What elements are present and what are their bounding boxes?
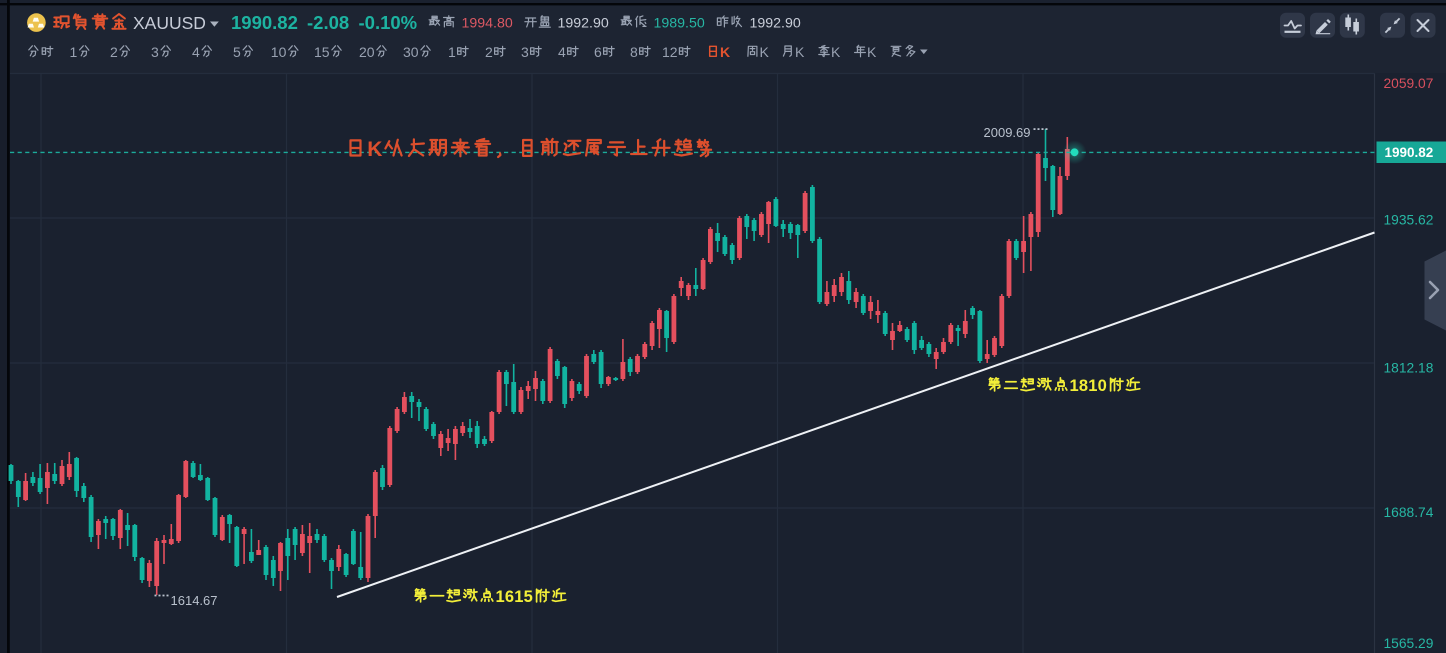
svg-text:1: 1 bbox=[448, 44, 456, 60]
svg-text:8: 8 bbox=[630, 44, 638, 60]
svg-text:1614.67: 1614.67 bbox=[171, 593, 218, 608]
svg-text:1994.80: 1994.80 bbox=[462, 15, 513, 31]
svg-text:1989.50: 1989.50 bbox=[654, 15, 705, 31]
svg-text:K: K bbox=[867, 44, 877, 60]
svg-text:1: 1 bbox=[70, 44, 78, 60]
svg-text:4: 4 bbox=[192, 44, 200, 60]
svg-text:1992.90: 1992.90 bbox=[750, 15, 801, 31]
svg-text:K: K bbox=[367, 138, 383, 161]
svg-text:2009.69: 2009.69 bbox=[984, 125, 1031, 140]
svg-text:XAUUSD: XAUUSD bbox=[133, 13, 206, 33]
svg-text:2: 2 bbox=[485, 44, 493, 60]
svg-text:15: 15 bbox=[314, 44, 330, 60]
svg-text:6: 6 bbox=[594, 44, 602, 60]
svg-text:12: 12 bbox=[662, 44, 678, 60]
svg-text:1992.90: 1992.90 bbox=[558, 15, 609, 31]
svg-text:K: K bbox=[795, 44, 805, 60]
svg-text:10: 10 bbox=[271, 44, 287, 60]
svg-text:2: 2 bbox=[110, 44, 118, 60]
svg-text:1810: 1810 bbox=[1070, 377, 1108, 395]
svg-text:3: 3 bbox=[521, 44, 529, 60]
svg-text:1565.29: 1565.29 bbox=[1384, 636, 1434, 651]
svg-text:-0.10%: -0.10% bbox=[359, 12, 418, 33]
svg-text:1812.18: 1812.18 bbox=[1384, 361, 1434, 376]
svg-text:5: 5 bbox=[233, 44, 241, 60]
svg-text:1990.82: 1990.82 bbox=[1385, 145, 1434, 160]
svg-text:1688.74: 1688.74 bbox=[1384, 505, 1434, 520]
svg-text:K: K bbox=[720, 44, 730, 60]
svg-text:20: 20 bbox=[359, 44, 375, 60]
svg-text:30: 30 bbox=[403, 44, 419, 60]
svg-text:2059.07: 2059.07 bbox=[1384, 76, 1434, 91]
svg-text:1990.82: 1990.82 bbox=[231, 12, 298, 33]
svg-text:1935.62: 1935.62 bbox=[1384, 213, 1434, 228]
svg-text:K: K bbox=[831, 44, 841, 60]
svg-text:3: 3 bbox=[151, 44, 159, 60]
svg-text:4: 4 bbox=[558, 44, 566, 60]
svg-text:-2.08: -2.08 bbox=[307, 12, 349, 33]
svg-text:K: K bbox=[760, 44, 770, 60]
svg-text:1615: 1615 bbox=[496, 588, 534, 606]
